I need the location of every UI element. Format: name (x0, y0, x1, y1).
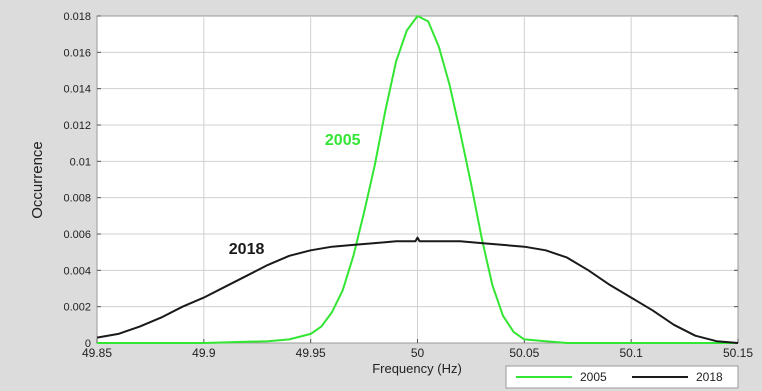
axes: 49.85 49.9 49.95 50 50.05 50.1 50.15 0 0.002 0.00… (63, 11, 753, 360)
y-tick-label: 0 (85, 338, 91, 350)
y-tick-label: 0.004 (63, 265, 91, 277)
legend-label-2018: 2018 (696, 370, 723, 384)
x-tick-label: 49.95 (296, 346, 326, 360)
y-tick-label: 0.014 (63, 84, 91, 96)
x-tick-label: 50 (411, 346, 425, 360)
y-tick-label: 0.006 (63, 229, 91, 241)
y-tick-label: 0.016 (63, 47, 91, 59)
x-tick-label: 49.85 (82, 346, 112, 360)
x-axis-label: Frequency (Hz) (372, 361, 462, 376)
y-tick-label: 0.002 (63, 302, 91, 314)
series-line-2005 (97, 15, 738, 344)
x-tick-label: 50.1 (619, 346, 643, 360)
y-tick-label: 0.01 (70, 156, 91, 168)
data-series (96, 15, 739, 344)
series-line-2018 (96, 236, 739, 344)
x-tick-label: 50.15 (723, 346, 753, 360)
grid-lines (97, 16, 738, 343)
y-tick-label: 0.012 (63, 120, 91, 132)
x-tick-label: 50.05 (509, 346, 539, 360)
annotations: 2005 2018 (229, 132, 361, 258)
y-tick-label: 0.008 (63, 193, 91, 205)
y-axis-label: Occurrence (29, 141, 46, 219)
legend: 2005 2018 (505, 365, 739, 389)
annotation-2005: 2005 (325, 132, 361, 149)
legend-label-2005: 2005 (580, 370, 607, 384)
annotation-2018: 2018 (229, 241, 265, 258)
legend-box (505, 365, 739, 389)
x-tick-label: 49.9 (192, 346, 216, 360)
y-tick-label: 0.018 (63, 11, 91, 23)
